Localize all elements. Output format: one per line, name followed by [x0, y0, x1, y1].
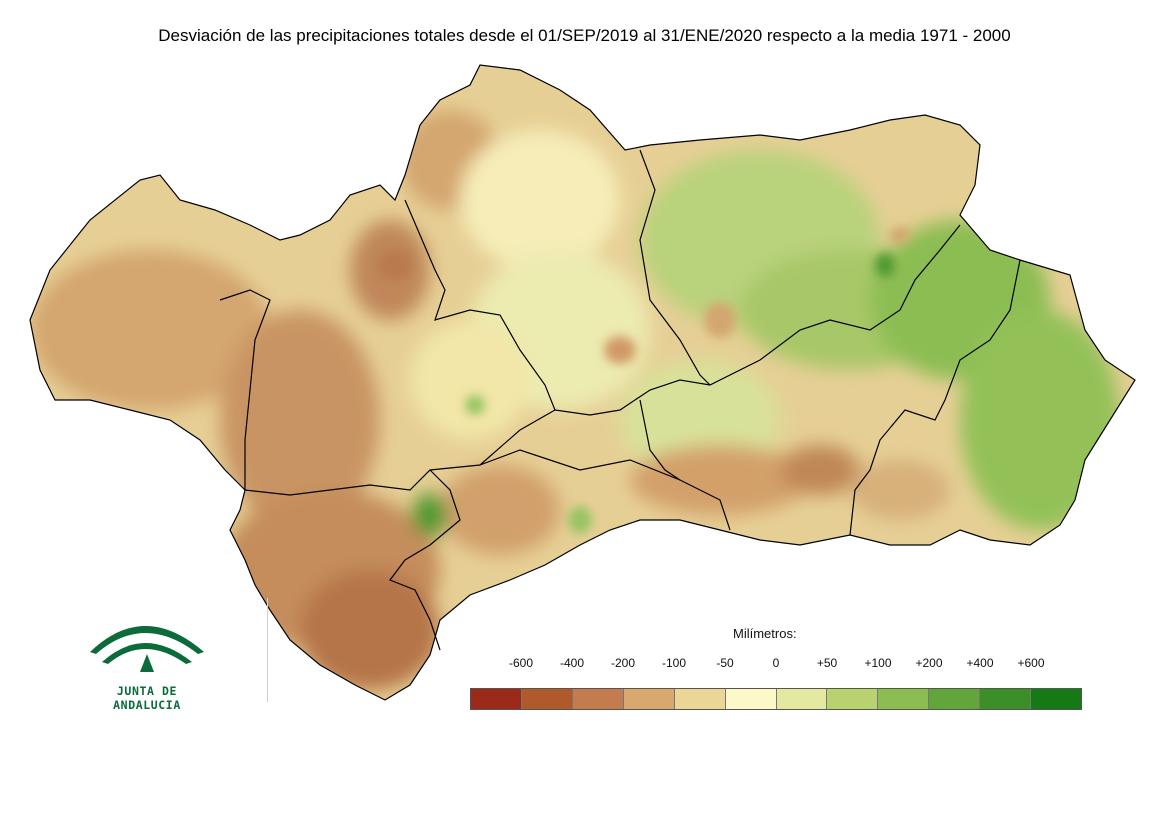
logo-separator-line: [267, 598, 268, 702]
legend-swatch: [929, 689, 981, 709]
logo-text: JUNTA DE ANDALUCIA: [113, 684, 181, 712]
legend-label: -400: [559, 656, 585, 670]
legend-swatch: [572, 689, 624, 709]
province-borders: [29, 64, 1136, 701]
legend-title: Milímetros:: [733, 626, 797, 641]
legend-swatch: [1031, 689, 1082, 709]
legend-label: +100: [864, 656, 892, 670]
legend-label: 0: [772, 656, 780, 670]
legend-label: +200: [915, 656, 943, 670]
legend-swatch: [521, 689, 573, 709]
legend-swatch: [827, 689, 879, 709]
legend-color-bar: [470, 688, 1082, 710]
legend-swatch: [878, 689, 930, 709]
legend-label: -100: [661, 656, 687, 670]
legend-label: -600: [508, 656, 534, 670]
legend-label: +600: [1017, 656, 1045, 670]
legend-swatch: [623, 689, 675, 709]
legend-label: +400: [966, 656, 994, 670]
junta-de-andalucia-logo-icon: [90, 626, 204, 672]
legend-labels: -600 -400 -200 -100 -50 0 +50 +100 +200 +400 +600: [470, 656, 1082, 672]
legend-swatch: [725, 689, 777, 709]
legend-label: -200: [610, 656, 636, 670]
map-title: Desviación de las precipitaciones totale…: [158, 26, 1011, 45]
legend-label: +50: [816, 656, 838, 670]
legend-swatch: [674, 689, 726, 709]
legend-swatch: [980, 689, 1032, 709]
legend-label: -50: [716, 656, 734, 670]
legend-swatch: [776, 689, 828, 709]
legend-swatch: [471, 689, 522, 709]
